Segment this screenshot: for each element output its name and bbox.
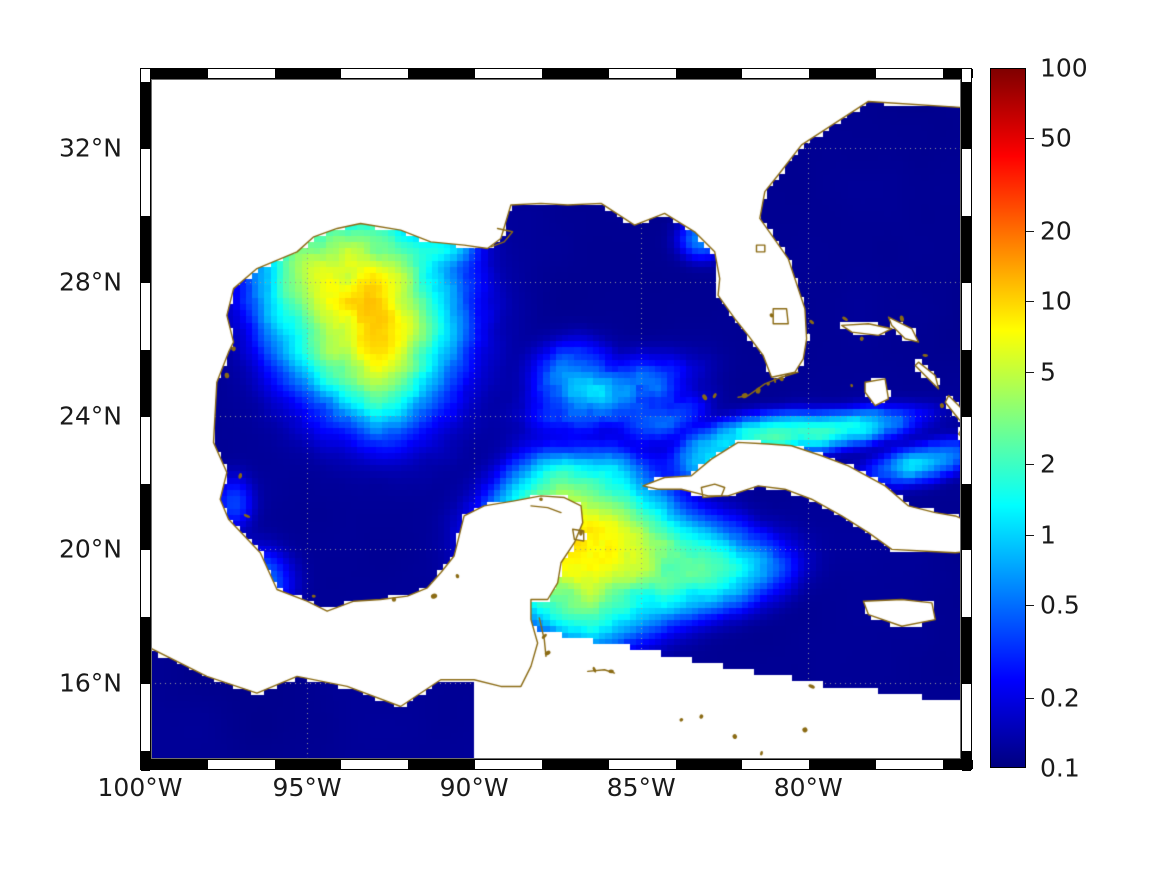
colorbar-tick xyxy=(1026,464,1034,466)
colorbar-tick-label: 0.1 xyxy=(1040,753,1080,783)
colorbar-tick-label: 2 xyxy=(1040,449,1056,479)
map-border-bottom xyxy=(140,759,973,770)
latitude-tick-label: 20°N xyxy=(58,534,122,564)
latitude-tick-label: 32°N xyxy=(58,133,122,163)
map-border-left xyxy=(140,68,151,771)
colorbar-tick xyxy=(1026,138,1034,140)
colorbar-tick-label: 10 xyxy=(1040,286,1072,316)
colorbar-tick xyxy=(1026,371,1034,373)
colorbar-tick-label: 50 xyxy=(1040,123,1072,153)
colorbar-tick xyxy=(1026,697,1034,699)
colorbar-gradient xyxy=(990,68,1026,768)
map-border-top xyxy=(140,68,973,79)
colorbar-tick xyxy=(1026,301,1034,303)
colorbar-tick-label: 0.2 xyxy=(1040,683,1080,713)
colorbar-tick xyxy=(1026,534,1034,536)
colorbar-tick-label: 20 xyxy=(1040,216,1072,246)
chlorophyll-heatmap-layer xyxy=(140,68,972,770)
gulf-of-mexico-map[interactable] xyxy=(140,68,972,770)
colorbar-tick-label: 5 xyxy=(1040,357,1056,387)
colorbar-tick-label: 100 xyxy=(1040,53,1088,83)
colorbar-tick-label: 0.5 xyxy=(1040,590,1080,620)
map-border-right xyxy=(961,68,972,771)
latitude-tick-label: 24°N xyxy=(58,401,122,431)
longitude-tick-label: 90°W xyxy=(439,773,509,802)
latitude-tick-label: 16°N xyxy=(58,668,122,698)
colorbar-tick xyxy=(1026,604,1034,606)
colorbar-tick xyxy=(1026,231,1034,233)
colorbar-tick-label: 1 xyxy=(1040,520,1056,550)
colorbar[interactable]: 0.1 0.2 0.5 1 2 5 10 20 50 100 xyxy=(990,56,1088,781)
longitude-tick-label: 100°W xyxy=(97,773,183,802)
longitude-tick-label: 85°W xyxy=(606,773,676,802)
latitude-tick-label: 28°N xyxy=(58,267,122,297)
longitude-tick-label: 95°W xyxy=(272,773,342,802)
longitude-tick-label: 80°W xyxy=(773,773,843,802)
